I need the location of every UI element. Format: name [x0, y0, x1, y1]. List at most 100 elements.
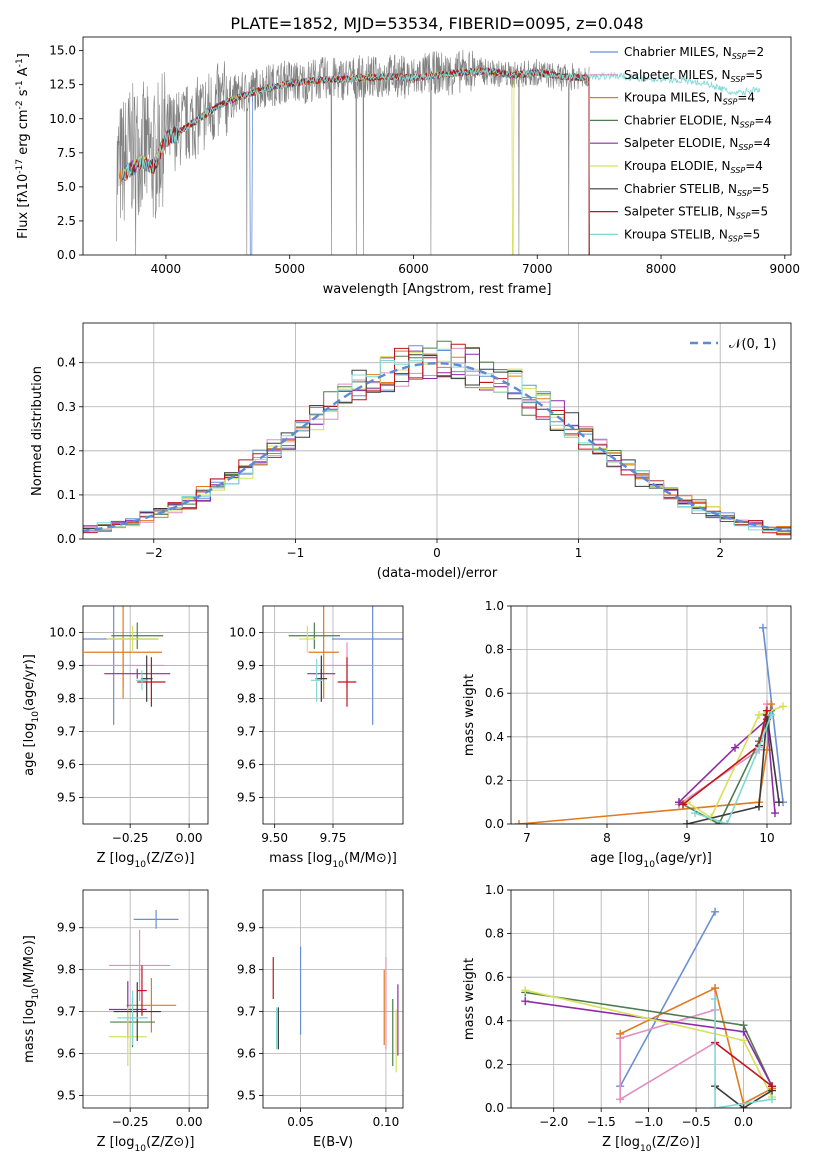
y-tick-label: 1.0 [485, 883, 504, 897]
weight-point-marker [616, 1029, 625, 1038]
spectrum-model-line [122, 66, 761, 181]
x-tick-label: 4000 [151, 262, 182, 276]
y-tick-label: 0.6 [485, 970, 504, 984]
plot-area-mass-vs-EBV [272, 946, 399, 1073]
legend-label: Salpeter STELIB, NSSP=5 [624, 205, 768, 221]
panel-weight-vs-age: 7 8 9 10 0.0 0.2 0.4 0.6 0.8 1.0 age [log10(age/yr… [462, 599, 792, 870]
y-tick-label: 9.9 [237, 658, 256, 672]
axes-frame [510, 605, 792, 825]
x-tick-label: −2 [145, 546, 163, 560]
axes-frame [82, 36, 792, 256]
weight-point-marker [768, 1095, 777, 1104]
weight-point-marker [739, 1104, 748, 1108]
weight-series-line [619, 986, 773, 1105]
x-tick-label: −0.25 [112, 1115, 149, 1129]
y-axis-label: Flux [fλ10-17 erg cm-2 s-1 A-1] [15, 53, 31, 239]
y-tick-label: 9.5 [237, 1088, 256, 1102]
x-tick-label: 7000 [522, 262, 553, 276]
x-tick-label: 9 [683, 831, 691, 845]
panel-age-vs-mass: 9.50 9.75 9.5 9.6 9.7 9.8 9.9 10.0 mass [log10(M… [229, 605, 404, 870]
plot-area-mass-vs-Z [108, 909, 179, 1067]
x-tick-label: 9.50 [261, 831, 288, 845]
weight-point-marker [616, 1095, 625, 1104]
plots-layer: 4000 5000 6000 7000 8000 90000.02.55.07.510.0… [15, 36, 801, 1154]
y-axis-label: age [log10(age/yr)] [22, 654, 41, 776]
y-tick-label: 0.0 [57, 532, 76, 546]
legend-label: Salpeter MILES, NSSP=5 [624, 68, 763, 84]
x-tick-label: 0.10 [373, 1115, 400, 1129]
weight-point-marker [739, 1036, 748, 1045]
weight-series-line [619, 911, 716, 1087]
y-tick-label: 9.7 [57, 725, 76, 739]
y-tick-label: 9.6 [237, 1047, 256, 1061]
x-tick-label: 8000 [646, 262, 677, 276]
gaussian-curve [83, 361, 791, 533]
weight-point-marker [731, 743, 739, 752]
y-tick-label: 0.8 [485, 927, 504, 941]
x-axis-label: age [log10(age/yr)] [590, 851, 712, 870]
histogram-step [83, 348, 791, 533]
y-tick-label: 0.2 [485, 773, 504, 787]
panel-age-vs-Z: −0.25 0.00 9.5 9.6 9.7 9.8 9.9 10.0 Z [log10(Z/Z… [22, 605, 209, 870]
plot-area-residuals [83, 340, 791, 537]
legend-label: Salpeter ELODIE, NSSP=4 [624, 136, 771, 152]
legend-label: Kroupa STELIB, NSSP=5 [624, 227, 760, 243]
y-tick-label: 15.0 [49, 44, 76, 58]
y-tick-label: 9.9 [237, 921, 256, 935]
y-axis-label: mass weight [462, 958, 477, 1040]
figure-title: PLATE=1852, MJD=53534, FIBERID=0095, z=0… [230, 14, 643, 33]
y-tick-label: 10.0 [49, 112, 76, 126]
y-axis-label: Normed distribution [30, 366, 45, 496]
y-tick-label: 0.8 [485, 643, 504, 657]
x-tick-label: −1 [287, 546, 305, 560]
x-tick-label: −0.5 [682, 1115, 711, 1129]
panel-mass-vs-EBV: 0.05 0.10 9.5 9.6 9.7 9.8 9.9 E(B-V) [237, 889, 404, 1150]
weight-series-line [714, 1085, 773, 1108]
x-tick-label: −1.0 [634, 1115, 663, 1129]
axes-frame [82, 605, 209, 825]
weight-point-marker [691, 809, 699, 818]
weight-point-marker [683, 820, 691, 824]
y-tick-label: 12.5 [49, 78, 76, 92]
x-axis-label: Z [log10(Z/Z⊙)] [97, 1135, 195, 1154]
legend-label: Chabrier MILES, NSSP=2 [624, 45, 764, 61]
x-tick-label: 0 [433, 546, 441, 560]
x-tick-label: 0.00 [176, 1115, 203, 1129]
y-tick-label: 0.4 [485, 730, 504, 744]
y-tick-label: 9.5 [57, 791, 76, 805]
x-axis-label: E(B-V) [313, 1135, 353, 1150]
y-tick-label: 9.5 [57, 1088, 76, 1102]
weight-series-line [714, 1041, 773, 1087]
x-tick-label: 9.75 [320, 831, 347, 845]
x-tick-label: 9000 [770, 262, 801, 276]
x-tick-label: 5000 [274, 262, 305, 276]
x-axis-label: (data-model)/error [377, 566, 498, 581]
y-tick-label: 9.7 [237, 1005, 256, 1019]
x-tick-label: 0.00 [176, 831, 203, 845]
y-tick-label: 0.3 [57, 400, 76, 414]
weight-point-marker [521, 986, 530, 995]
y-axis-label: mass weight [462, 674, 477, 756]
x-tick-label: 1 [575, 546, 583, 560]
y-tick-label: 9.6 [237, 758, 256, 772]
weight-point-marker [768, 1082, 777, 1091]
weight-point-marker [711, 984, 720, 993]
weight-point-marker [711, 1104, 720, 1108]
plot-area-weight-vs-age [515, 623, 787, 824]
x-axis-label: mass [log10(M/M⊙)] [269, 851, 397, 870]
gaussian-legend-label: 𝒩(0, 1) [729, 337, 776, 352]
spectrum-data-line [116, 49, 590, 255]
x-tick-label: 6000 [398, 262, 429, 276]
weight-point-marker [779, 702, 787, 711]
x-tick-label: 8 [603, 831, 611, 845]
y-tick-label: 9.9 [57, 921, 76, 935]
y-tick-label: 1.0 [485, 599, 504, 613]
y-tick-label: 0.2 [485, 1057, 504, 1071]
x-axis-label: Z [log10(Z/Z⊙)] [97, 851, 195, 870]
x-tick-label: −2.0 [539, 1115, 568, 1129]
weight-series-line [714, 999, 773, 1108]
legend-label: Kroupa ELODIE, NSSP=4 [624, 159, 763, 175]
y-tick-label: 9.8 [57, 691, 76, 705]
